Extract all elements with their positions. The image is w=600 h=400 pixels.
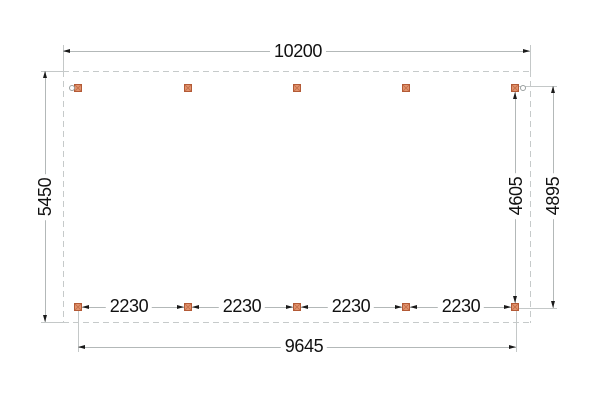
arrowhead-icon — [513, 296, 517, 303]
roof-edge-bottom — [63, 322, 530, 323]
ext-line-left-lower — [41, 322, 63, 323]
post-marker — [184, 84, 192, 92]
dim-label-post-spacing-1: 2230 — [105, 296, 153, 316]
post-marker — [511, 303, 519, 311]
arrowhead-icon — [177, 305, 184, 309]
arrowhead-icon — [82, 305, 89, 309]
dim-label-post-spacing-3: 2230 — [327, 296, 375, 316]
ext-line-top-right — [530, 45, 531, 71]
post-marker — [74, 84, 82, 92]
ext-line-bottom-right — [516, 311, 517, 352]
post-marker — [511, 84, 519, 92]
arrowhead-icon — [551, 86, 555, 93]
arrowhead-icon — [43, 71, 47, 78]
arrowhead-icon — [63, 49, 70, 53]
arrowhead-icon — [286, 305, 293, 309]
dim-label-bottom-post-span: 9645 — [280, 336, 328, 356]
arrowhead-icon — [509, 345, 516, 349]
arrowhead-icon — [78, 345, 85, 349]
arrowhead-icon — [43, 315, 47, 322]
ext-line-right-upper — [519, 86, 557, 87]
dim-label-left-height: 5450 — [35, 173, 55, 221]
post-marker — [402, 303, 410, 311]
ext-line-top-left — [63, 45, 64, 71]
dim-label-right-post-height: 4605 — [506, 172, 526, 220]
arrowhead-icon — [395, 305, 402, 309]
roof-edge-top — [63, 71, 530, 72]
arrowhead-icon — [523, 49, 530, 53]
drain-circle-icon — [520, 85, 526, 91]
post-marker — [293, 84, 301, 92]
ext-line-bottom-left — [78, 311, 79, 352]
roof-edge-left — [63, 71, 64, 322]
dim-label-post-spacing-4: 2230 — [437, 296, 485, 316]
post-marker — [74, 303, 82, 311]
arrowhead-icon — [513, 92, 517, 99]
drain-circle-icon — [69, 85, 75, 91]
arrowhead-icon — [410, 305, 417, 309]
arrowhead-icon — [551, 301, 555, 308]
roof-edge-right — [530, 71, 531, 323]
post-marker — [293, 303, 301, 311]
post-marker — [402, 84, 410, 92]
post-marker — [184, 303, 192, 311]
dim-label-top-width: 10200 — [269, 41, 327, 61]
arrowhead-icon — [192, 305, 199, 309]
arrowhead-icon — [301, 305, 308, 309]
ext-line-left-upper — [41, 71, 63, 72]
dim-label-right-overall-height: 4895 — [543, 172, 563, 220]
ext-line-right-lower — [519, 308, 557, 309]
dim-label-post-spacing-2: 2230 — [218, 296, 266, 316]
arrowhead-icon — [504, 305, 511, 309]
